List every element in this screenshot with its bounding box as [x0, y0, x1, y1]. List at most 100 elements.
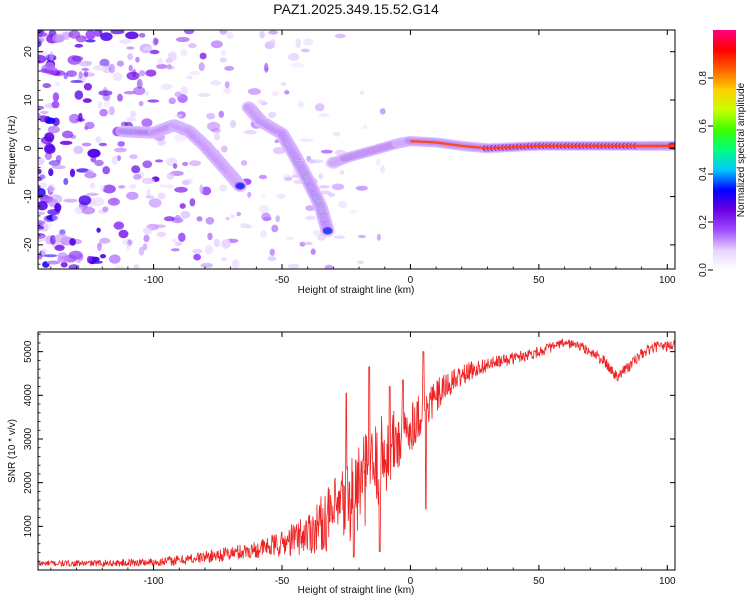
noise-blob	[284, 176, 293, 181]
noise-blob	[223, 87, 232, 94]
noise-blob	[264, 62, 269, 73]
noise-blob	[314, 103, 325, 112]
noise-blob	[126, 116, 137, 122]
noise-blob	[84, 121, 95, 130]
noise-blob	[38, 36, 45, 44]
y-tick-label: -10	[23, 189, 34, 204]
noise-blob	[147, 99, 160, 103]
noise-blob	[288, 53, 300, 61]
noise-blob	[179, 203, 186, 209]
noise-blob	[130, 110, 137, 118]
noise-blob	[54, 233, 68, 243]
noise-blob	[74, 43, 84, 48]
noise-blob	[117, 93, 123, 102]
noise-blob	[95, 136, 102, 144]
noise-blob	[192, 248, 203, 254]
noise-blob	[259, 230, 268, 238]
noise-blob	[125, 31, 139, 40]
noise-blob	[96, 227, 101, 233]
ridge-peak-line	[410, 140, 675, 150]
noise-blob	[183, 30, 195, 35]
noise-blob	[166, 172, 175, 180]
noise-blob	[81, 206, 96, 215]
noise-blob	[108, 63, 116, 74]
noise-blob	[67, 55, 82, 65]
colorbar-tick-label: 0.8	[698, 71, 709, 85]
noise-blob	[218, 110, 224, 118]
noise-blob	[168, 97, 176, 105]
noise-blob	[379, 108, 386, 115]
noise-blob	[81, 72, 95, 77]
y-tick-label: 5000	[23, 340, 34, 363]
noise-blob	[331, 183, 345, 191]
noise-blob	[69, 168, 76, 178]
noise-blob	[240, 223, 250, 229]
noise-blob	[131, 165, 141, 174]
noise-blob	[38, 156, 45, 166]
noise-blob	[148, 198, 162, 208]
noise-blob	[310, 159, 324, 164]
noise-blob	[348, 209, 358, 214]
noise-blob	[69, 238, 76, 246]
noise-blob	[70, 80, 83, 83]
colorbar-bar	[713, 30, 736, 270]
noise-blob	[54, 81, 60, 87]
noise-blob	[165, 184, 175, 189]
noise-blob	[85, 169, 94, 179]
noise-blob	[247, 88, 261, 95]
noise-blob	[275, 215, 281, 223]
noise-blob	[76, 168, 89, 173]
noise-blob	[240, 160, 248, 166]
noise-blob	[87, 148, 101, 158]
colorbar: 0.0 0.2 0.4 0.6 0.8 Normalized spectral ampl…	[698, 30, 747, 277]
noise-blob	[359, 90, 364, 95]
noise-blob	[126, 244, 131, 250]
noise-blob	[276, 193, 287, 199]
noise-blob	[157, 192, 166, 200]
noise-blob	[69, 113, 80, 124]
noise-blob	[133, 86, 146, 96]
spectrogram-frame	[37, 29, 676, 270]
noise-blob	[332, 131, 341, 137]
noise-blob	[102, 206, 109, 212]
noise-blob	[166, 64, 172, 70]
noise-blob	[40, 110, 49, 114]
noise-blob	[376, 233, 381, 241]
x-tick-label: 100	[659, 275, 676, 286]
noise-blob	[171, 248, 180, 252]
noise-blob	[287, 263, 300, 269]
noise-blob	[91, 256, 100, 262]
noise-blob	[188, 160, 201, 167]
noise-blob	[48, 160, 61, 166]
noise-blob	[172, 163, 178, 169]
noise-blob	[337, 200, 348, 208]
noise-blob	[231, 259, 240, 269]
noise-blob	[100, 254, 106, 259]
noise-blob	[339, 169, 345, 175]
noise-blob	[297, 100, 305, 108]
noise-blob	[318, 113, 330, 118]
noise-blob	[127, 239, 132, 246]
noise-blob	[167, 51, 177, 62]
noise-blob	[142, 243, 148, 251]
noise-blob	[247, 191, 252, 198]
noise-blob	[201, 186, 212, 196]
noise-blob	[81, 142, 92, 147]
noise-blob	[92, 65, 106, 71]
noise-blob	[135, 56, 140, 63]
noise-blob	[210, 128, 222, 133]
colorbar-ticks: 0.0 0.2 0.4 0.6 0.8	[698, 71, 713, 277]
noise-blob	[75, 35, 87, 43]
x-tick-label: 0	[408, 576, 414, 587]
noise-blob	[66, 70, 77, 77]
x-tick-label: -50	[275, 576, 290, 587]
noise-blob	[180, 210, 191, 219]
noise-blob	[110, 30, 125, 35]
noise-blob	[57, 256, 69, 263]
y-tick-label: 20	[23, 46, 34, 58]
noise-blob	[380, 165, 386, 174]
spectrogram-ridge-layer	[115, 101, 675, 237]
noise-blob	[63, 198, 78, 203]
noise-blob	[46, 260, 61, 265]
